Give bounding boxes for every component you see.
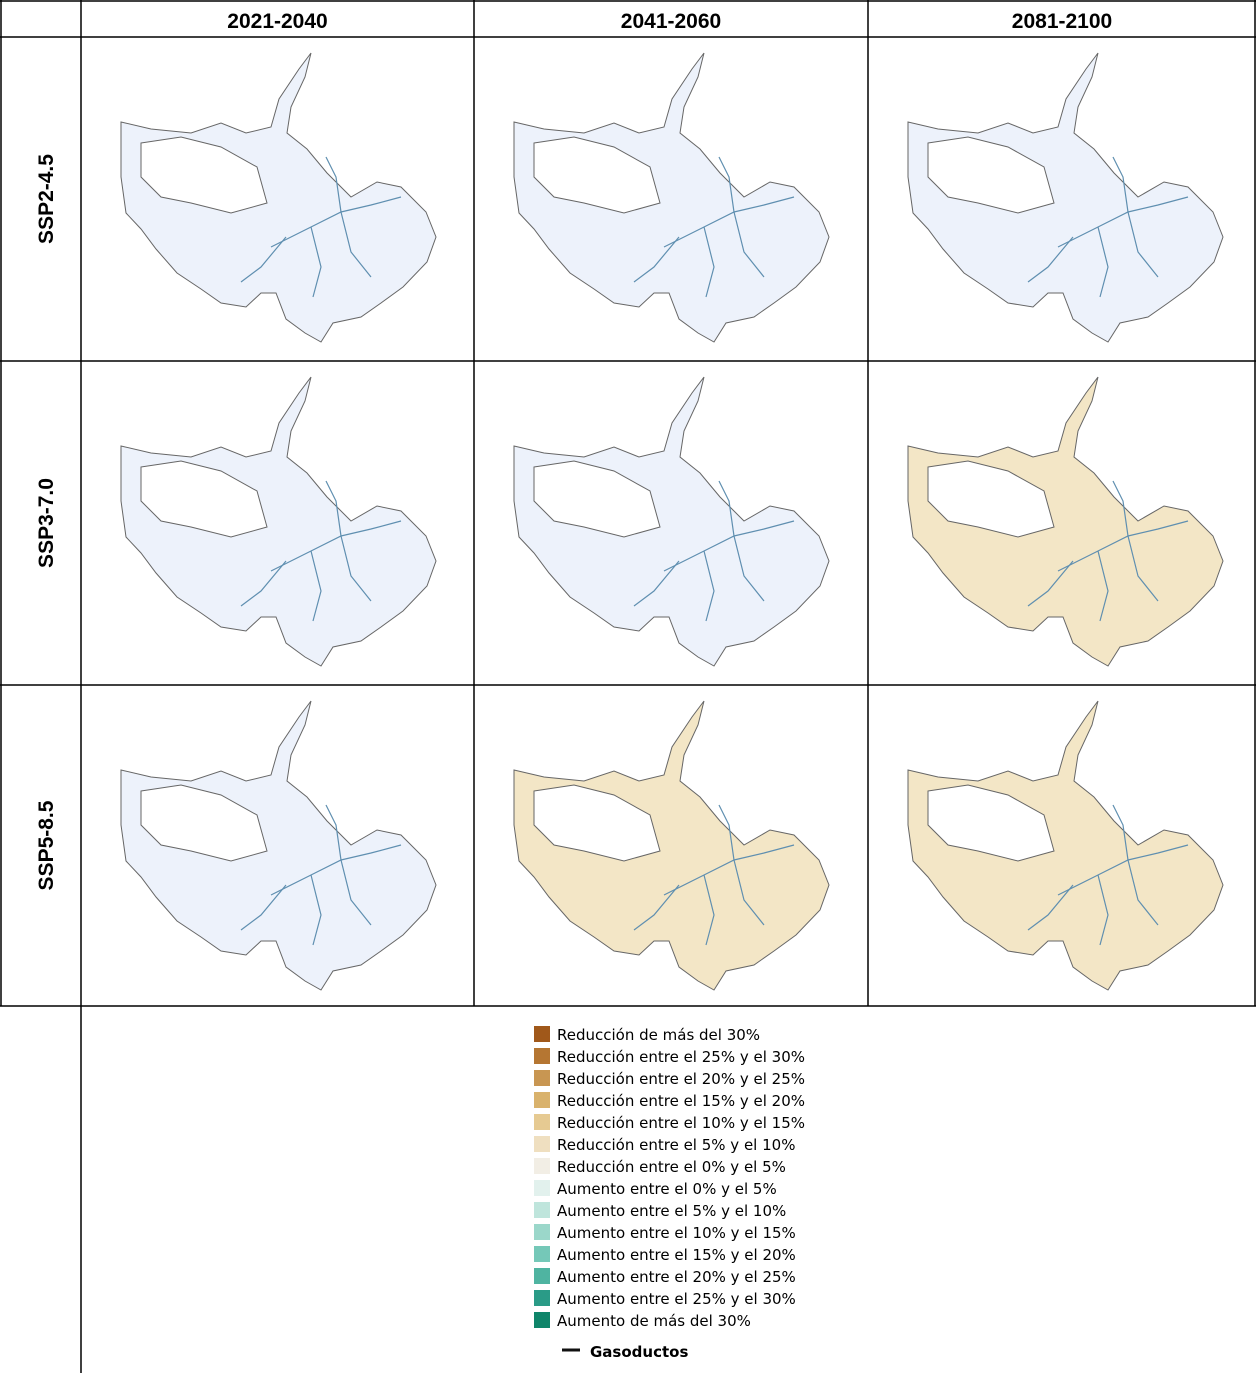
legend-swatch	[534, 1136, 550, 1152]
river	[703, 226, 715, 298]
river	[325, 804, 342, 861]
river	[718, 156, 735, 213]
river	[1097, 874, 1109, 946]
river	[733, 535, 765, 602]
river	[310, 226, 322, 298]
river	[1097, 226, 1109, 298]
legend-label: Aumento entre el 15% y el 20%	[557, 1246, 796, 1264]
river	[633, 560, 680, 607]
legend-label: Reducción entre el 0% y el 5%	[557, 1158, 786, 1176]
map-region	[513, 52, 830, 343]
river	[340, 535, 372, 602]
legend-swatch	[534, 1202, 550, 1218]
legend-swatch	[534, 1312, 550, 1328]
river	[1127, 535, 1159, 602]
column-header: 2081-2100	[1012, 10, 1112, 33]
row-header: SSP2-4.5	[35, 154, 58, 244]
river	[340, 859, 372, 926]
river	[733, 211, 765, 278]
legend-swatch	[534, 1268, 550, 1284]
column-header: 2041-2060	[621, 10, 721, 33]
river	[340, 211, 372, 278]
river	[240, 884, 287, 931]
river	[633, 236, 680, 283]
map-region	[120, 700, 437, 991]
map-region	[907, 52, 1224, 343]
map	[907, 700, 1224, 991]
legend-swatch	[534, 1290, 550, 1306]
legend-label: Aumento entre el 25% y el 30%	[557, 1290, 796, 1308]
river	[703, 874, 715, 946]
map-region	[907, 700, 1224, 991]
map	[513, 700, 830, 991]
row-header: SSP3-7.0	[35, 478, 58, 568]
map-region	[120, 52, 437, 343]
legend-label: Reducción entre el 25% y el 30%	[557, 1048, 805, 1066]
legend-swatch	[534, 1070, 550, 1086]
map	[513, 376, 830, 667]
river	[240, 560, 287, 607]
river	[1027, 884, 1074, 931]
river	[718, 804, 735, 861]
legend-label: Aumento entre el 5% y el 10%	[557, 1202, 786, 1220]
river	[1112, 480, 1129, 537]
legend-label: Aumento entre el 20% y el 25%	[557, 1268, 796, 1286]
legend-label: Reducción entre el 15% y el 20%	[557, 1092, 805, 1110]
river	[718, 480, 735, 537]
river	[633, 884, 680, 931]
legend-label: Reducción entre el 10% y el 15%	[557, 1114, 805, 1132]
map	[513, 52, 830, 343]
river	[325, 156, 342, 213]
legend-label: Aumento entre el 10% y el 15%	[557, 1224, 796, 1242]
river	[1112, 804, 1129, 861]
river	[703, 550, 715, 622]
map	[907, 52, 1224, 343]
legend-swatch	[534, 1246, 550, 1262]
map-region	[907, 376, 1224, 667]
column-header: 2021-2040	[227, 10, 327, 33]
map-region	[513, 700, 830, 991]
map	[907, 376, 1224, 667]
river	[325, 480, 342, 537]
legend-label: Aumento entre el 0% y el 5%	[557, 1180, 777, 1198]
river	[240, 236, 287, 283]
legend-line-label: Gasoductos	[590, 1343, 688, 1361]
legend-swatch	[534, 1026, 550, 1042]
river	[733, 859, 765, 926]
river	[1097, 550, 1109, 622]
legend-swatch	[534, 1158, 550, 1174]
row-header: SSP5-8.5	[35, 800, 58, 890]
river	[1027, 236, 1074, 283]
river	[1127, 211, 1159, 278]
legend-swatch	[534, 1224, 550, 1240]
legend-label: Reducción entre el 5% y el 10%	[557, 1136, 795, 1154]
map	[120, 700, 437, 991]
river	[310, 550, 322, 622]
legend-label: Reducción entre el 20% y el 25%	[557, 1070, 805, 1088]
legend-label: Reducción de más del 30%	[557, 1026, 760, 1044]
river	[310, 874, 322, 946]
river	[1112, 156, 1129, 213]
legend-swatch	[534, 1048, 550, 1064]
map	[120, 52, 437, 343]
legend-swatch	[534, 1092, 550, 1108]
river	[1127, 859, 1159, 926]
map-region	[120, 376, 437, 667]
map-region	[513, 376, 830, 667]
river	[1027, 560, 1074, 607]
legend-swatch	[534, 1114, 550, 1130]
map	[120, 376, 437, 667]
legend-swatch	[534, 1180, 550, 1196]
legend-label: Aumento de más del 30%	[557, 1312, 751, 1330]
